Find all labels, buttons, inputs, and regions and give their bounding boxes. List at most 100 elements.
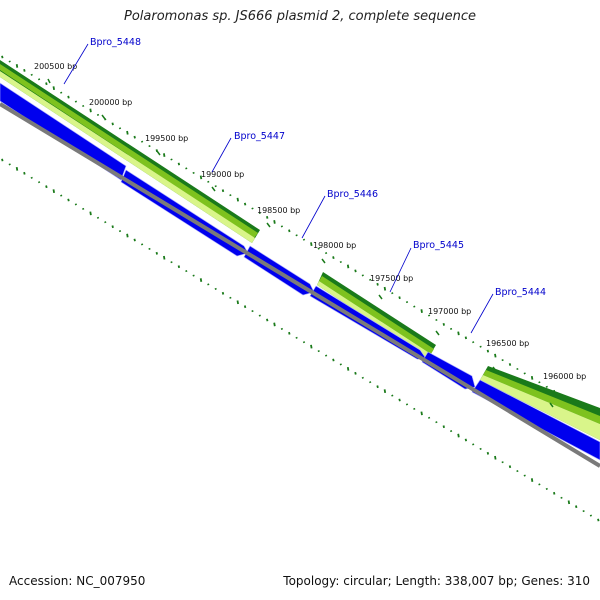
inner-track-dot	[251, 310, 254, 313]
outer-track-dot	[192, 171, 195, 174]
outer-track-dot	[413, 305, 416, 308]
inner-track-dot	[23, 171, 26, 175]
outer-track-dot	[545, 385, 548, 388]
outer-track-dot	[508, 363, 512, 366]
inner-track-dot	[560, 496, 563, 499]
inner-track-dot	[207, 283, 210, 286]
outer-track-dot	[229, 194, 232, 197]
inner-track-dot	[177, 265, 181, 269]
inner-track-dot	[376, 385, 379, 389]
inner-track-dot	[339, 363, 342, 366]
outer-track-dot	[67, 95, 70, 99]
outer-track-dot	[104, 118, 107, 121]
inner-track-dot	[332, 358, 335, 362]
gc-segment-1-light	[0, 71, 255, 243]
inner-track-dot	[170, 261, 173, 264]
outer-track-dot	[464, 336, 468, 340]
outer-track-dot	[236, 197, 239, 202]
outer-track-dot	[494, 353, 497, 358]
leader-bpro-5444	[470, 293, 494, 334]
inner-track-dot	[133, 238, 136, 242]
outer-track-dot	[214, 185, 217, 188]
inner-track-dot	[185, 270, 188, 273]
outer-track-dot	[45, 82, 48, 86]
inner-track-dot	[369, 381, 372, 384]
inner-track-dot	[442, 425, 445, 429]
gene-label-leaders	[63, 43, 494, 334]
outer-track-dot	[472, 341, 475, 344]
inner-track-dot	[236, 300, 239, 305]
inner-track-dot	[420, 411, 423, 416]
tick-198000	[321, 258, 326, 264]
outer-track-dot	[170, 158, 173, 161]
tick-label-197500: 197500 bp	[370, 274, 413, 283]
outer-track-dot	[89, 108, 92, 113]
inner-track-dot	[229, 296, 232, 299]
inner-track-dot	[582, 510, 585, 513]
outer-track-dot	[23, 68, 26, 72]
inner-track-dot	[96, 216, 100, 219]
outer-track-dot	[538, 381, 541, 384]
outer-track-dot	[126, 130, 129, 135]
cds-bpro-5444-a	[421, 351, 476, 390]
tick-199000	[211, 186, 216, 192]
outer-track-dot	[266, 215, 269, 219]
inner-track-dot	[472, 443, 475, 446]
tick-label-199500: 199500 bp	[145, 134, 188, 143]
inner-track-dot	[243, 305, 247, 309]
inner-track-dot	[126, 233, 129, 238]
leader-bpro-5445	[389, 247, 412, 293]
outer-track-dot	[420, 309, 423, 313]
outer-track-dot	[177, 162, 181, 166]
leader-bpro-5448	[63, 43, 89, 85]
tick-label-199000: 199000 bp	[201, 170, 244, 179]
inner-track-dot	[317, 350, 320, 353]
inner-track-dot	[52, 189, 55, 194]
inner-track-dot	[427, 416, 431, 419]
inner-track-dot	[567, 500, 571, 505]
inner-track-dot	[464, 438, 468, 442]
inner-track-dot	[575, 505, 578, 509]
outer-track-dot	[30, 73, 33, 76]
inner-track-dot	[324, 354, 328, 357]
inner-track-dot	[15, 166, 19, 171]
outer-track-dot	[501, 359, 504, 362]
inner-track-dot	[545, 487, 548, 490]
inner-track-dot	[280, 327, 284, 330]
inner-track-dot	[37, 181, 41, 184]
outer-track-dot	[207, 180, 210, 183]
outer-track-dot	[199, 175, 203, 180]
inner-track-dot	[413, 407, 416, 410]
gc-segment-1-mid	[0, 64, 258, 238]
gene-label-bpro-5444: Bpro_5444	[495, 287, 546, 298]
gene-labels: Bpro_5448 Bpro_5447 Bpro_5446 Bpro_5445 …	[90, 37, 546, 298]
inner-track-dot	[118, 230, 122, 233]
inner-track-dot	[111, 225, 114, 229]
tick-label-198500: 198500 bp	[257, 206, 300, 215]
outer-track-dot	[405, 301, 409, 304]
inner-track-dot	[391, 394, 394, 397]
inner-track-dot	[89, 211, 92, 216]
outer-track-dot	[243, 202, 247, 206]
inner-track-dot	[266, 318, 269, 322]
map-title: Polaromonas sp. JS666 plasmid 2, complet…	[123, 9, 476, 24]
inner-track-dot	[523, 474, 526, 477]
position-labels: 200500 bp 200000 bp 199500 bp 199000 bp …	[34, 62, 586, 381]
inner-track-dot	[501, 461, 504, 464]
tick-label-196000: 196000 bp	[543, 372, 586, 381]
outer-track-dot	[354, 269, 357, 273]
gc-segment-2-mid	[319, 276, 434, 354]
inner-track-dot	[597, 518, 600, 522]
inner-track-dot	[361, 376, 364, 379]
outer-track-dot	[391, 292, 394, 295]
outer-track-dot	[376, 282, 379, 286]
outer-track-dot	[251, 207, 254, 210]
inner-track-dot	[163, 255, 166, 260]
outer-track-dot	[258, 211, 261, 215]
backbone-line	[0, 102, 600, 468]
tick-marks	[47, 78, 554, 408]
inner-track-dot	[192, 274, 195, 277]
inner-track-dot	[258, 314, 261, 317]
outer-track-dot	[449, 327, 453, 330]
